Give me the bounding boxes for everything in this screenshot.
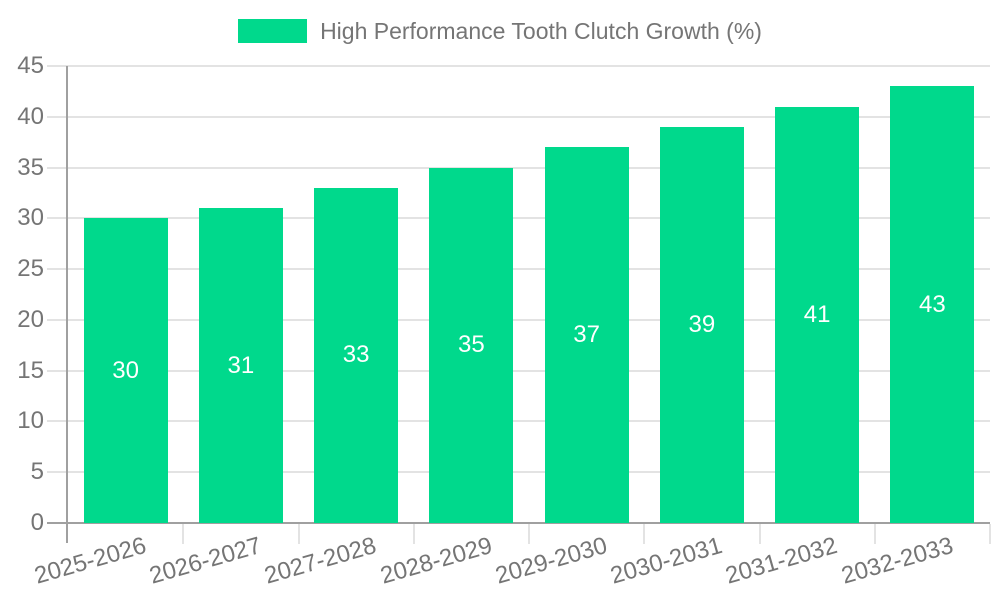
bar-value-label: 30 <box>112 356 139 384</box>
y-gridline <box>47 420 990 423</box>
x-axis-tick <box>643 524 646 544</box>
bar[interactable]: 31 <box>198 208 283 523</box>
legend-label: High Performance Tooth Clutch Growth (%) <box>320 17 762 44</box>
x-axis-tick <box>412 524 415 544</box>
x-axis-category-label: 2028-2029 <box>377 532 495 590</box>
y-axis-tick-label: 25 <box>17 255 44 283</box>
x-axis-tick <box>989 524 991 544</box>
y-axis-tick-label: 15 <box>17 356 44 384</box>
bar-value-label: 41 <box>803 300 831 328</box>
x-axis-category-label: 2026-2027 <box>146 532 265 590</box>
y-axis-tick-label: 5 <box>30 458 44 486</box>
x-axis-category-label: 2031-2032 <box>722 532 841 590</box>
y-gridline <box>47 471 990 474</box>
bar[interactable]: 35 <box>429 167 514 523</box>
y-gridline <box>47 318 990 321</box>
x-axis-category-label: 2027-2028 <box>261 532 380 590</box>
y-gridline <box>47 166 990 169</box>
bar-value-label: 43 <box>919 290 946 318</box>
bar[interactable]: 30 <box>83 218 168 523</box>
y-gridline <box>47 65 990 67</box>
y-gridline <box>47 217 990 220</box>
x-axis-category-label: 2030-2031 <box>607 532 726 590</box>
y-gridline <box>47 115 990 118</box>
y-axis-tick-label: 10 <box>17 407 44 435</box>
y-axis-tick-label: 0 <box>30 509 44 536</box>
y-axis-tick-label: 40 <box>17 102 44 130</box>
bar-value-label: 33 <box>342 341 370 369</box>
y-axis-tick-label: 35 <box>17 153 44 181</box>
x-axis-category-label: 2025-2026 <box>31 532 150 590</box>
x-axis-category-label: 2029-2030 <box>492 532 611 590</box>
x-axis-tick <box>528 524 530 544</box>
bar[interactable]: 41 <box>775 106 860 523</box>
bar-value-label: 39 <box>688 310 716 338</box>
bar[interactable]: 39 <box>659 126 744 523</box>
x-axis-tick <box>297 524 300 544</box>
x-axis-tick <box>758 524 761 544</box>
y-gridline <box>47 268 990 271</box>
bar-value-label: 37 <box>573 321 600 349</box>
x-axis-tick <box>873 524 876 544</box>
bar-value-label: 31 <box>227 351 255 379</box>
x-axis-category-label: 2032-2033 <box>838 532 956 590</box>
y-gridline <box>47 369 990 372</box>
y-axis-tick-label: 30 <box>17 204 44 232</box>
x-axis-line <box>47 522 990 524</box>
legend-swatch[interactable] <box>238 19 308 43</box>
bar-value-label: 35 <box>458 331 485 359</box>
bar[interactable]: 33 <box>314 187 399 523</box>
y-axis-tick-label: 45 <box>17 52 44 79</box>
y-axis-tick-label: 20 <box>17 305 44 333</box>
y-axis-line <box>66 66 68 543</box>
bar[interactable]: 37 <box>544 147 629 523</box>
x-axis-tick <box>182 524 185 544</box>
bar[interactable]: 43 <box>890 86 975 523</box>
legend[interactable]: High Performance Tooth Clutch Growth (%) <box>0 16 1000 46</box>
